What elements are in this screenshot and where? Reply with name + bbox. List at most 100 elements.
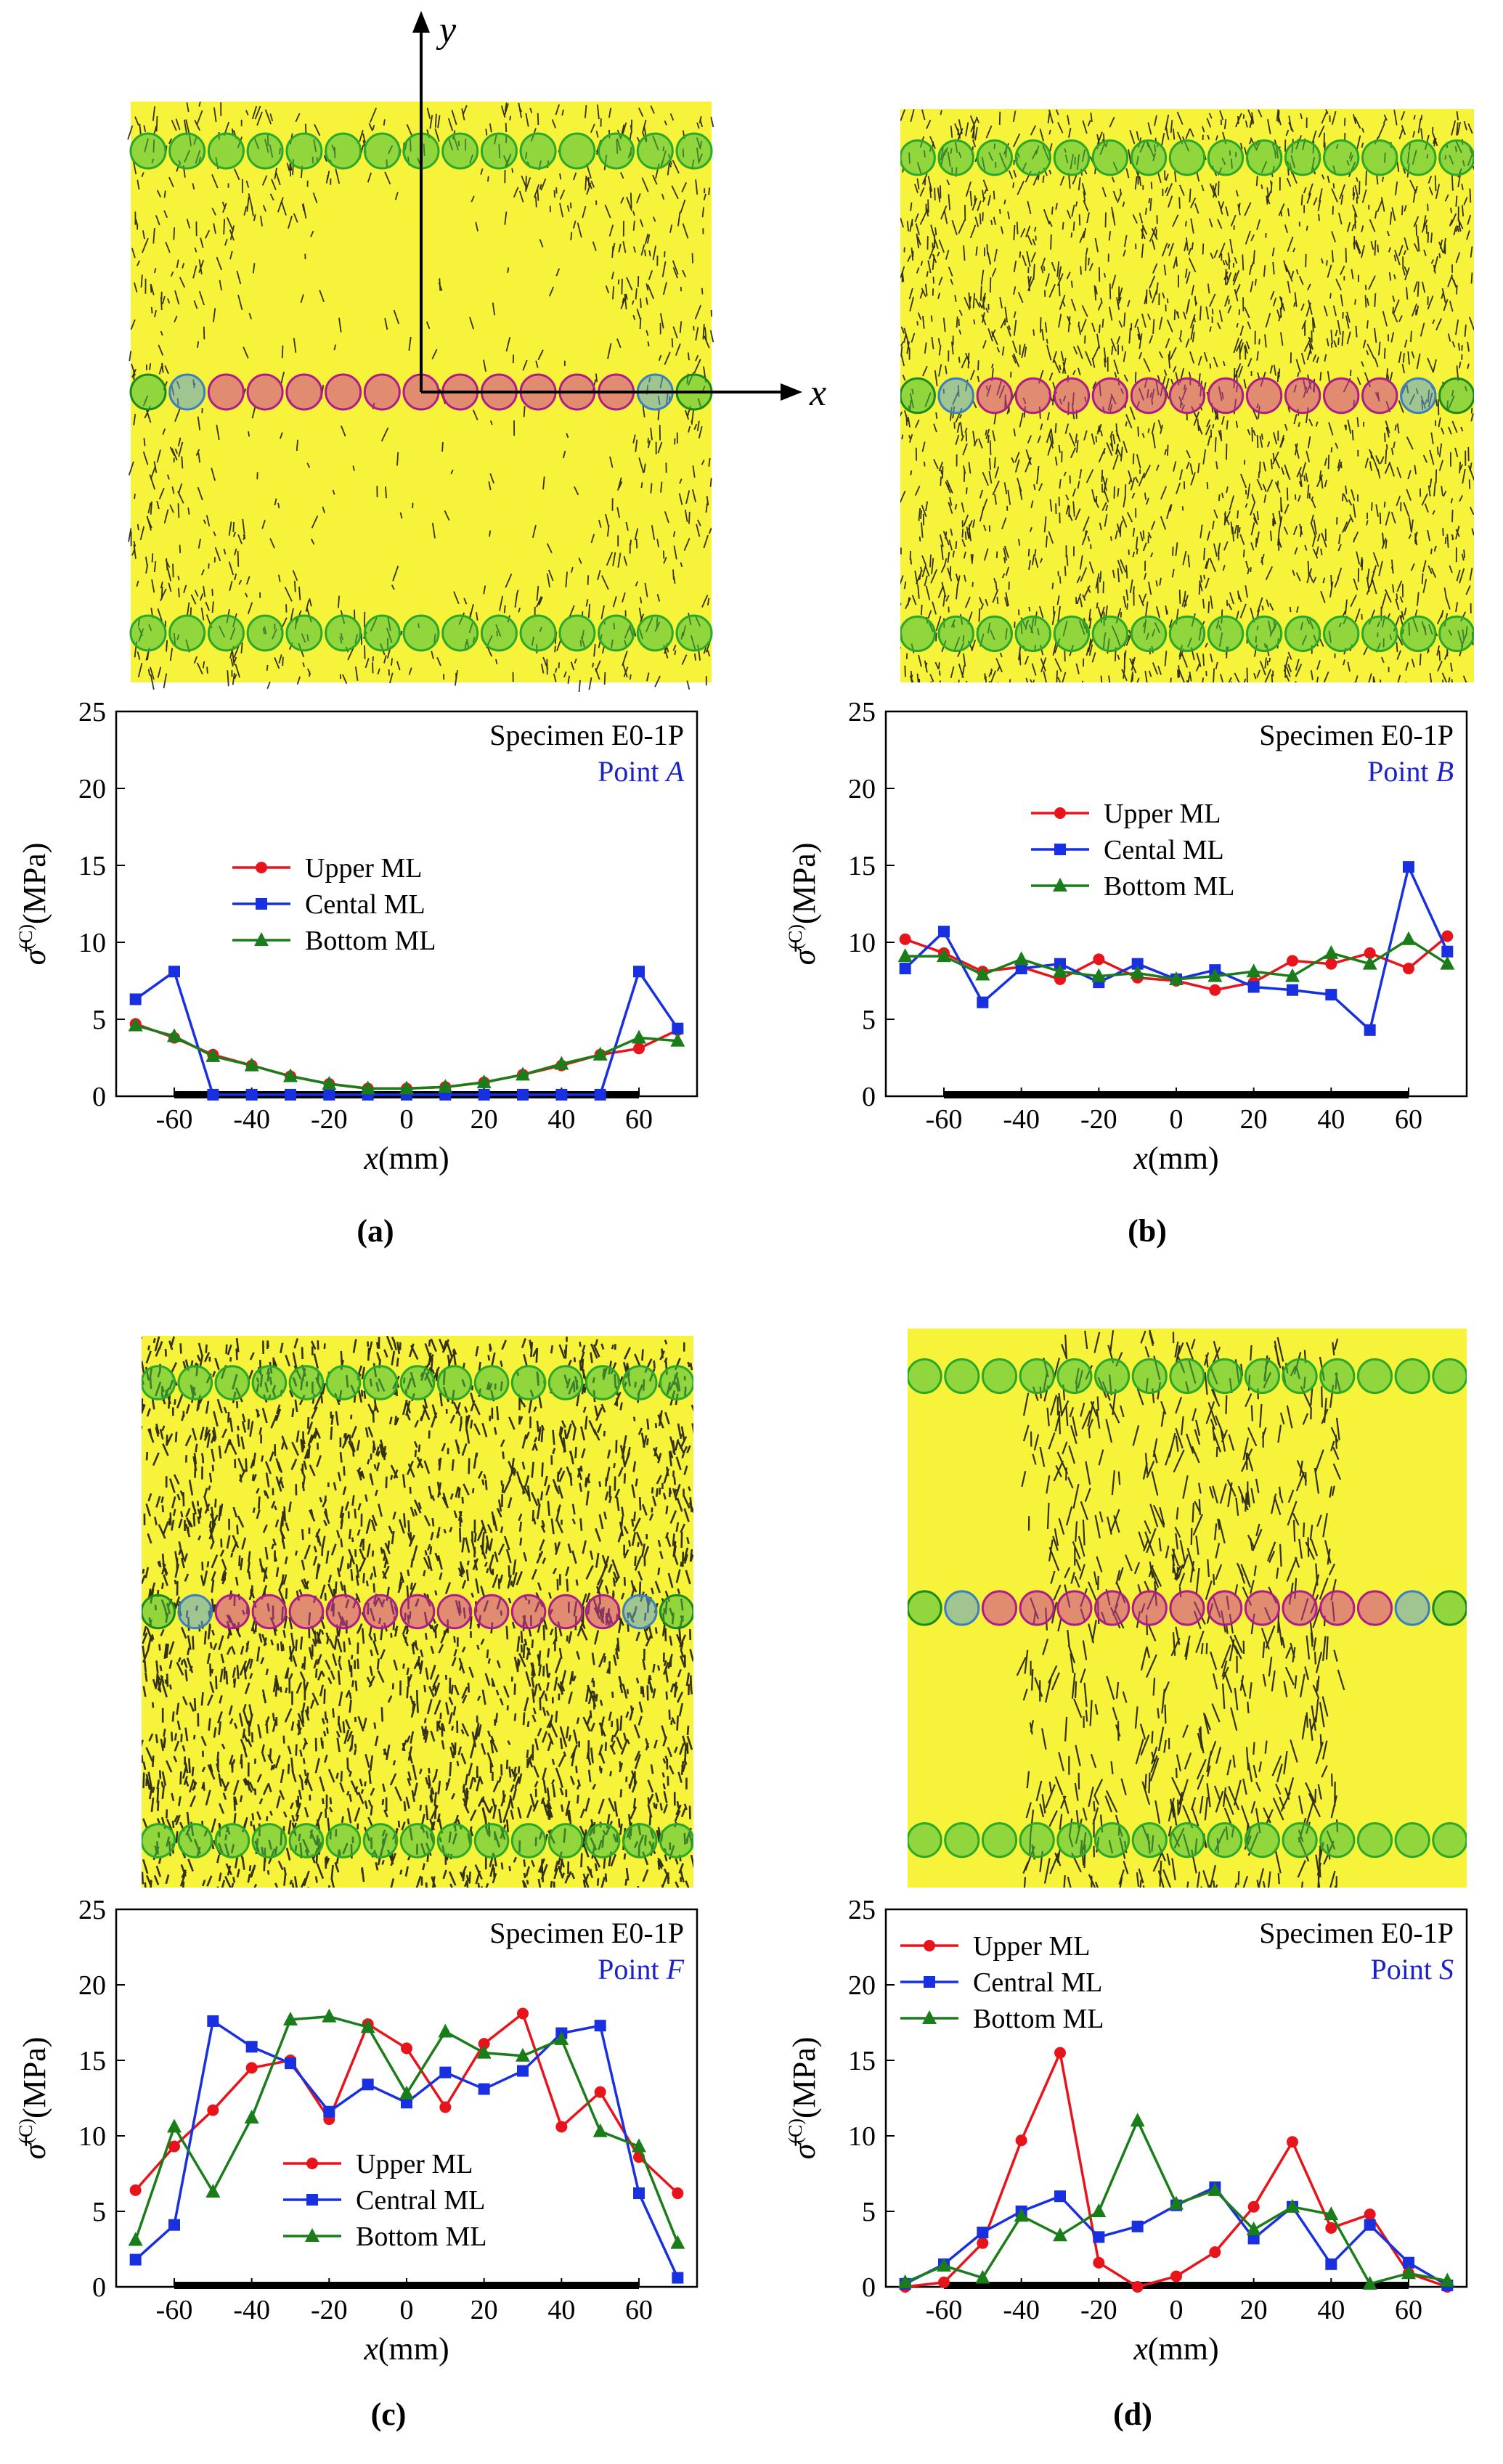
data-point-bottom <box>1246 963 1261 978</box>
series-bottom <box>128 2008 685 2249</box>
legend-marker-bottom <box>305 2228 319 2242</box>
measurement-circle <box>362 1365 399 1400</box>
data-point-upper <box>1403 963 1414 975</box>
data-point-bottom <box>1053 963 1067 978</box>
measurement-circle <box>937 139 974 176</box>
data-point-central <box>362 2079 374 2091</box>
measurement-circle <box>1168 377 1206 415</box>
measurement-circle <box>976 615 1014 653</box>
x-tick-label: 0 <box>400 1104 414 1135</box>
data-point-central <box>977 996 989 1008</box>
x-tick-label: 60 <box>1395 1104 1422 1135</box>
measurement-circle <box>1356 1590 1393 1626</box>
measurement-circle <box>325 1823 362 1859</box>
y-tick-label: 20 <box>848 774 876 804</box>
data-point-bottom <box>1285 2198 1300 2213</box>
x-tick-label: -60 <box>926 2295 963 2325</box>
x-tick-label: -40 <box>233 2295 270 2325</box>
legend-label-central: Cental ML <box>1104 835 1224 865</box>
measurement-circle <box>1245 615 1283 653</box>
data-point-bottom <box>167 1028 182 1043</box>
measurement-circle <box>1207 377 1245 415</box>
measurement-circle <box>214 1594 250 1630</box>
measurement-circle <box>558 132 596 170</box>
specimen-title: Specimen E0-1P <box>1259 1917 1454 1949</box>
legend-marker-bottom <box>922 2010 937 2024</box>
x-axis-title: x(mm) <box>363 1141 449 1176</box>
measurement-circle <box>441 132 479 170</box>
measurement-circle <box>129 132 167 170</box>
x-tick-label: 20 <box>471 2295 498 2325</box>
data-point-upper <box>245 2062 258 2074</box>
measurement-circle <box>1282 1590 1318 1626</box>
measurement-circle <box>659 1594 693 1630</box>
data-point-bottom <box>399 2085 414 2100</box>
measurement-circle <box>1207 1358 1243 1395</box>
data-point-bottom <box>937 2257 951 2272</box>
data-point-central <box>168 2219 180 2231</box>
data-point-upper <box>555 2121 568 2133</box>
data-point-bottom <box>592 1046 608 1061</box>
crack-pattern-image-b <box>900 109 1474 682</box>
specimen-title: Specimen E0-1P <box>489 1917 684 1949</box>
x-tick-label: 60 <box>625 1104 653 1135</box>
data-point-upper <box>899 933 911 945</box>
data-point-upper <box>1170 2270 1182 2283</box>
series-bottom <box>128 1017 685 1095</box>
measurement-circle <box>937 377 974 415</box>
data-point-bottom <box>592 2123 608 2137</box>
data-point-bottom <box>1401 931 1416 945</box>
point-label: Point S <box>1371 1953 1454 1986</box>
data-point-central <box>323 2105 335 2118</box>
measurement-circle <box>1169 1590 1205 1626</box>
y-tick-label: 5 <box>92 1005 106 1035</box>
measurement-circle <box>1168 615 1206 653</box>
y-tick-label: 5 <box>92 2197 106 2227</box>
data-point-bottom <box>1169 2195 1184 2210</box>
measurement-circle <box>675 132 713 170</box>
measurement-circle <box>362 1594 399 1630</box>
data-point-upper <box>207 2104 219 2116</box>
x-ticks: -60 -40 -20 0 20 40 60 <box>926 2278 1422 2325</box>
measurement-circle <box>547 1823 584 1859</box>
data-point-bottom <box>632 2138 646 2153</box>
measurement-circle <box>1319 1590 1356 1626</box>
measurement-circle <box>598 614 635 652</box>
legend-marker-bottom <box>1053 878 1067 892</box>
measurement-circle <box>1019 1358 1055 1395</box>
data-point-central <box>207 2015 219 2027</box>
measurement-circle <box>246 614 284 652</box>
y-tick-label: 15 <box>78 2046 106 2076</box>
data-point-central <box>1287 984 1298 996</box>
data-point-central <box>478 1088 490 1101</box>
measurement-circle <box>1438 139 1474 176</box>
series-central <box>129 966 684 1101</box>
legend-marker-upper <box>1054 807 1066 819</box>
measurement-circle <box>1019 1590 1055 1626</box>
measurement-circle <box>510 1365 547 1400</box>
measurement-circle <box>1319 1822 1356 1859</box>
x-tick-label: 40 <box>1317 2295 1345 2325</box>
series-line-upper <box>905 2048 1448 2288</box>
measurement-circle <box>207 373 245 411</box>
measurement-circle <box>399 1594 436 1630</box>
data-point-bottom <box>632 1029 646 1044</box>
measurement-circle <box>1014 139 1052 176</box>
measurement-circle <box>1053 377 1091 415</box>
y-tick-label: 25 <box>848 1895 876 1925</box>
measurement-circles <box>908 1358 1467 1859</box>
measurement-circle <box>1091 615 1129 653</box>
y-tick-label: 20 <box>78 774 106 804</box>
measurement-circle <box>246 373 284 411</box>
measurement-circle <box>558 614 596 652</box>
x-axis-label: x <box>809 372 826 414</box>
measurement-circle <box>436 1365 473 1400</box>
legend: Upper ML Central ML Bottom ML <box>900 1931 1104 2034</box>
measurement-circle <box>659 1823 693 1859</box>
legend: Upper ML Cental ML Bottom ML <box>232 853 436 956</box>
measurement-circle <box>675 614 713 652</box>
data-point-upper <box>1364 2208 1376 2221</box>
series-upper <box>899 2047 1454 2293</box>
data-point-bottom <box>516 1066 530 1081</box>
data-point-bottom <box>975 966 990 981</box>
